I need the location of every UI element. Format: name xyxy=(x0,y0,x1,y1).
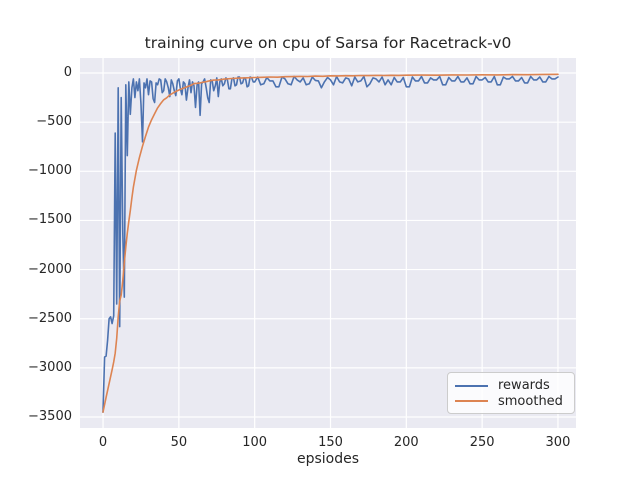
y-tick-label: −500 xyxy=(36,114,72,130)
x-tick-label: 200 xyxy=(393,435,419,450)
legend-label-rewards: rewards xyxy=(498,378,550,394)
chart-title: training curve on cpu of Sarsa for Racet… xyxy=(144,34,512,52)
x-tick-label: 50 xyxy=(170,435,188,450)
rewards-line-swatch xyxy=(455,384,488,387)
legend-item-smoothed: smoothed xyxy=(455,394,566,410)
legend-item-rewards: rewards xyxy=(455,378,566,394)
y-tick-label: −1000 xyxy=(28,163,72,179)
y-tick-label: −1500 xyxy=(28,212,72,228)
x-axis-label: epsiodes xyxy=(296,451,360,467)
smoothed-line-swatch xyxy=(455,400,488,403)
y-tick-label: −2500 xyxy=(28,310,72,326)
legend: rewards smoothed xyxy=(447,372,575,414)
x-tick-label: 300 xyxy=(545,435,571,450)
smoothed-line xyxy=(102,73,559,413)
x-tick-label: 150 xyxy=(318,435,343,450)
rewards-line xyxy=(102,75,559,413)
x-tick-label: 0 xyxy=(98,435,108,450)
plot-svg xyxy=(80,58,576,428)
y-tick-label: −3500 xyxy=(28,408,72,424)
legend-label-smoothed: smoothed xyxy=(498,393,563,409)
plot-area xyxy=(80,58,576,428)
y-tick-label: 0 xyxy=(63,65,72,81)
x-tick-label: 100 xyxy=(242,435,268,450)
x-tick-label: 250 xyxy=(469,435,495,450)
y-tick-label: −3000 xyxy=(28,359,72,375)
y-tick-label: −2000 xyxy=(28,261,72,277)
